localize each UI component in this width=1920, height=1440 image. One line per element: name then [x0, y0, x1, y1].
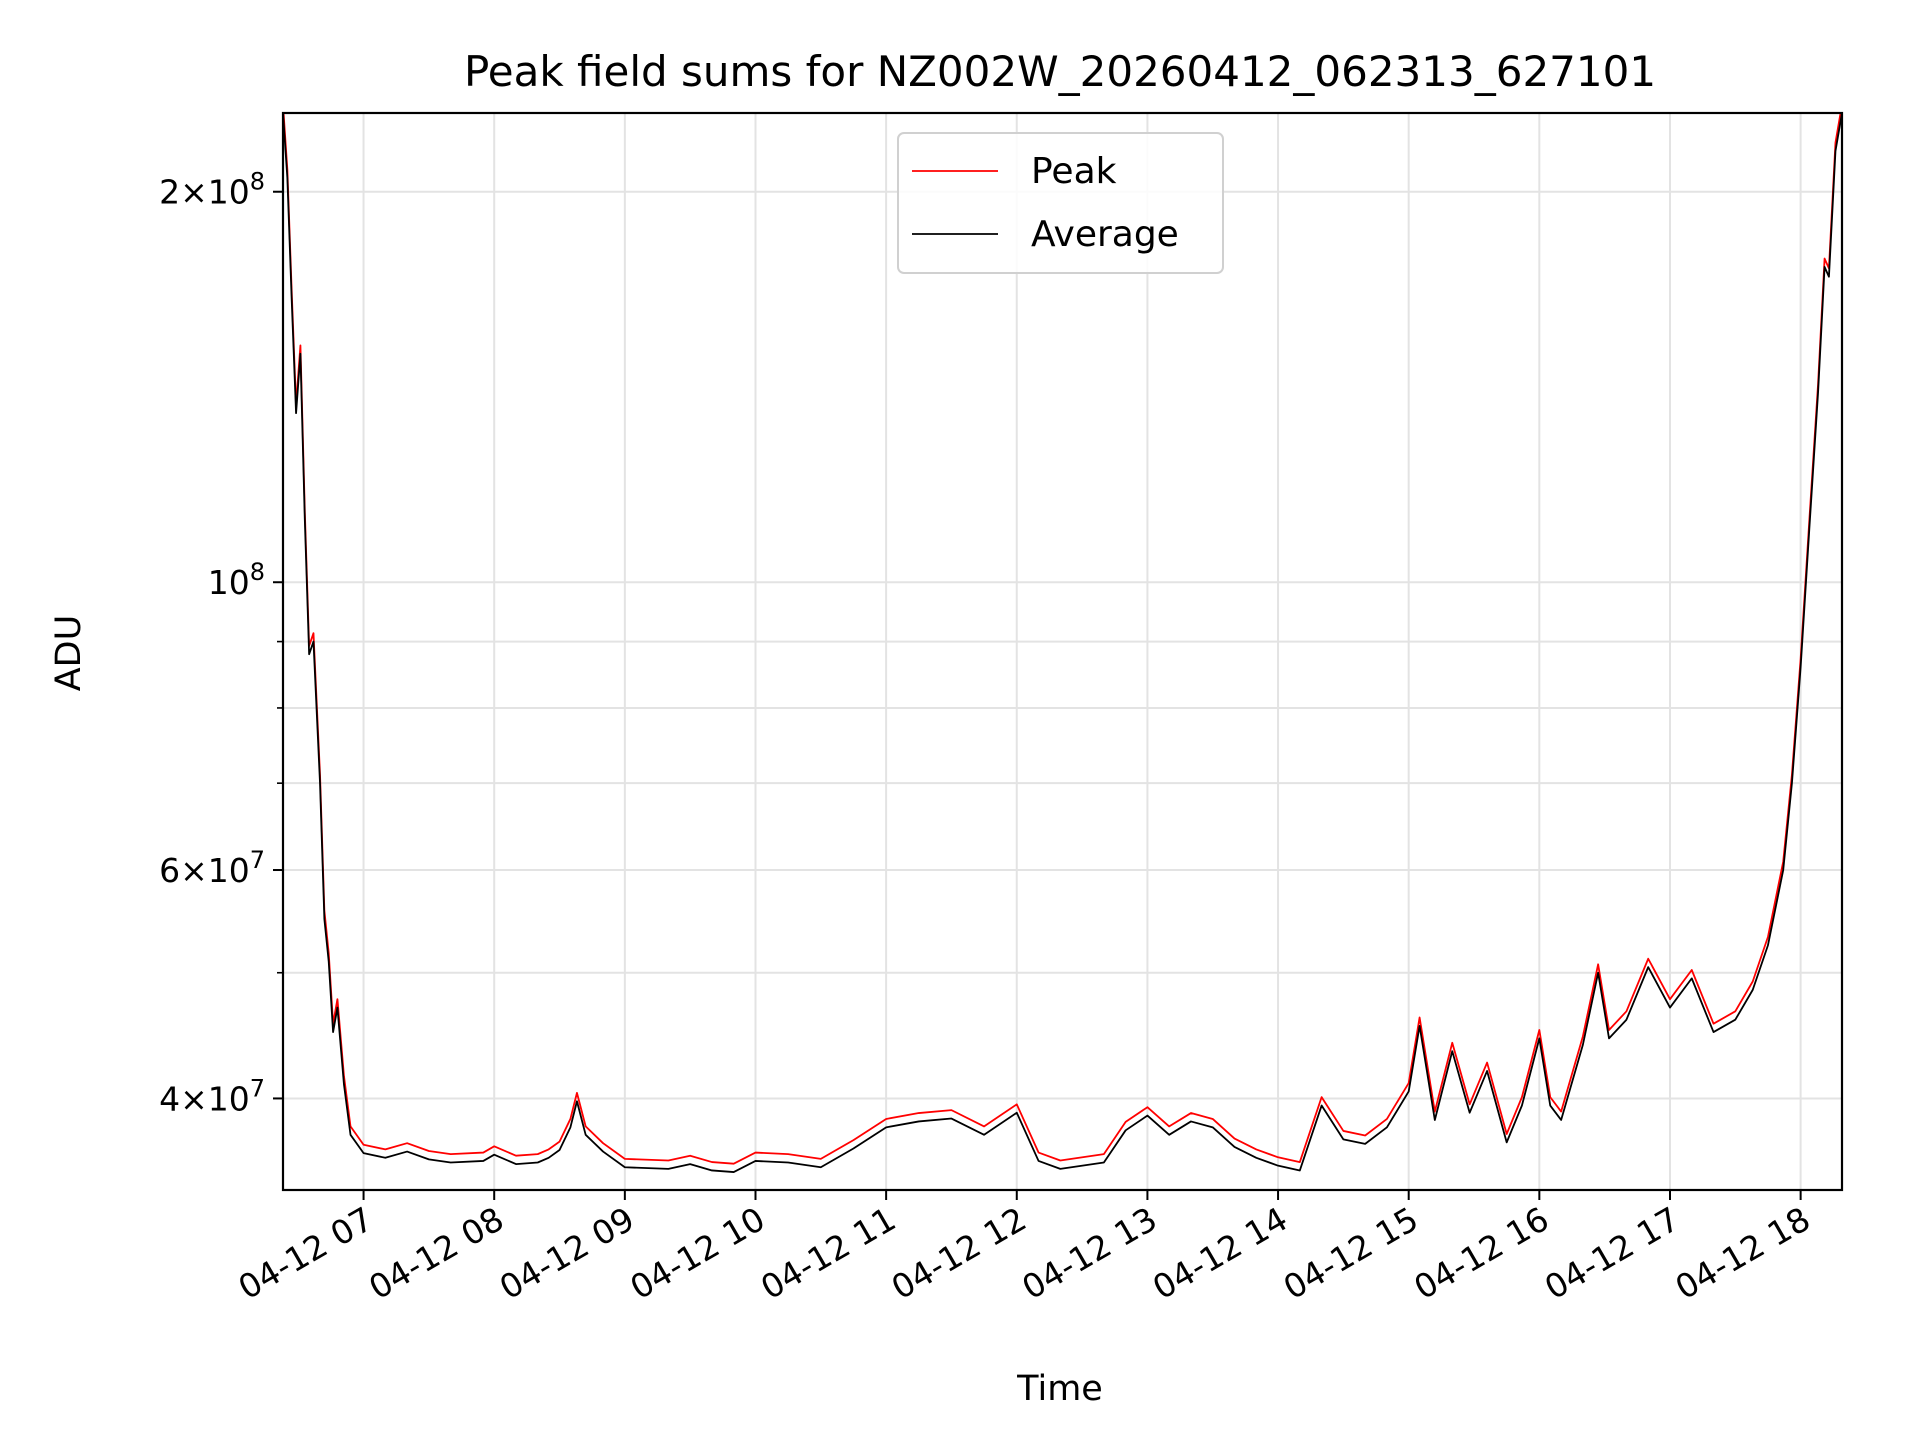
chart-title: Peak field sums for NZ002W_20260412_0623… — [464, 47, 1656, 96]
y-axis-label: ADU — [49, 615, 89, 692]
y-axis: 4×107 6×107 108 2×108 — [159, 168, 283, 1118]
series-line-peak — [283, 113, 1842, 1165]
y-tick-label: 6×107 — [159, 846, 265, 890]
legend: Peak Average — [897, 132, 1224, 274]
y-tick-label: 2×108 — [159, 168, 265, 212]
grid — [283, 113, 1842, 1190]
legend-box — [897, 132, 1224, 274]
plot-frame — [281, 111, 1844, 1192]
series-lines — [283, 113, 1842, 1173]
legend-label: Peak — [1031, 151, 1117, 192]
y-tick-label: 108 — [208, 558, 265, 602]
series-line-average — [283, 113, 1842, 1173]
legend-label: Average — [1031, 214, 1179, 255]
y-tick-label: 4×107 — [159, 1074, 265, 1118]
x-axis-label: Time — [1016, 1369, 1103, 1409]
